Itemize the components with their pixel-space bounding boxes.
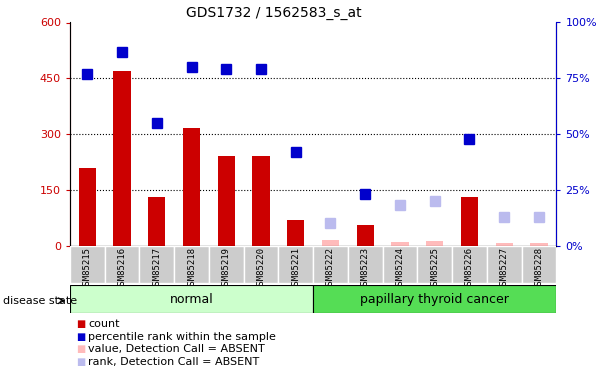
Bar [78, 168, 96, 246]
Bar [139, 246, 174, 283]
Bar [70, 246, 105, 283]
Text: GSM85222: GSM85222 [326, 248, 335, 291]
Text: GSM85228: GSM85228 [534, 248, 544, 291]
Text: GSM85220: GSM85220 [257, 248, 266, 291]
Bar [426, 241, 443, 246]
Bar [244, 246, 278, 283]
Bar [392, 242, 409, 246]
Text: GSM85218: GSM85218 [187, 248, 196, 291]
Bar [218, 156, 235, 246]
Text: GSM85227: GSM85227 [500, 248, 509, 291]
Bar [382, 246, 417, 283]
Bar [313, 285, 556, 313]
Text: papillary thyroid cancer: papillary thyroid cancer [361, 292, 509, 306]
Text: ■: ■ [76, 357, 85, 366]
Bar [487, 246, 522, 283]
Bar [356, 225, 374, 246]
Text: percentile rank within the sample: percentile rank within the sample [88, 332, 276, 342]
Text: count: count [88, 320, 120, 329]
Text: ■: ■ [76, 344, 85, 354]
Text: GSM85216: GSM85216 [117, 248, 126, 291]
Bar [348, 246, 382, 283]
Text: GSM85223: GSM85223 [361, 248, 370, 291]
Text: normal: normal [170, 292, 213, 306]
Text: GSM85224: GSM85224 [395, 248, 404, 291]
Bar [70, 285, 313, 313]
Bar [461, 197, 478, 246]
Bar [278, 246, 313, 283]
Text: disease state: disease state [3, 296, 77, 306]
Text: GSM85226: GSM85226 [465, 248, 474, 291]
Bar [452, 246, 487, 283]
Bar [252, 156, 270, 246]
Bar [209, 246, 244, 283]
Bar [113, 71, 131, 246]
Text: ■: ■ [76, 320, 85, 329]
Text: rank, Detection Call = ABSENT: rank, Detection Call = ABSENT [88, 357, 260, 366]
Bar [105, 246, 139, 283]
Bar [174, 246, 209, 283]
Text: GSM85221: GSM85221 [291, 248, 300, 291]
Bar [417, 246, 452, 283]
Bar [322, 240, 339, 246]
Bar [496, 243, 513, 246]
Bar [530, 243, 548, 246]
Bar [522, 246, 556, 283]
Bar [148, 197, 165, 246]
Text: GSM85217: GSM85217 [152, 248, 161, 291]
Title: GDS1732 / 1562583_s_at: GDS1732 / 1562583_s_at [187, 6, 362, 20]
Text: GSM85215: GSM85215 [83, 248, 92, 291]
Text: ■: ■ [76, 332, 85, 342]
Bar [183, 129, 200, 246]
Bar [313, 246, 348, 283]
Text: GSM85225: GSM85225 [430, 248, 439, 291]
Text: value, Detection Call = ABSENT: value, Detection Call = ABSENT [88, 344, 265, 354]
Text: GSM85219: GSM85219 [222, 248, 231, 291]
Bar [287, 220, 305, 246]
